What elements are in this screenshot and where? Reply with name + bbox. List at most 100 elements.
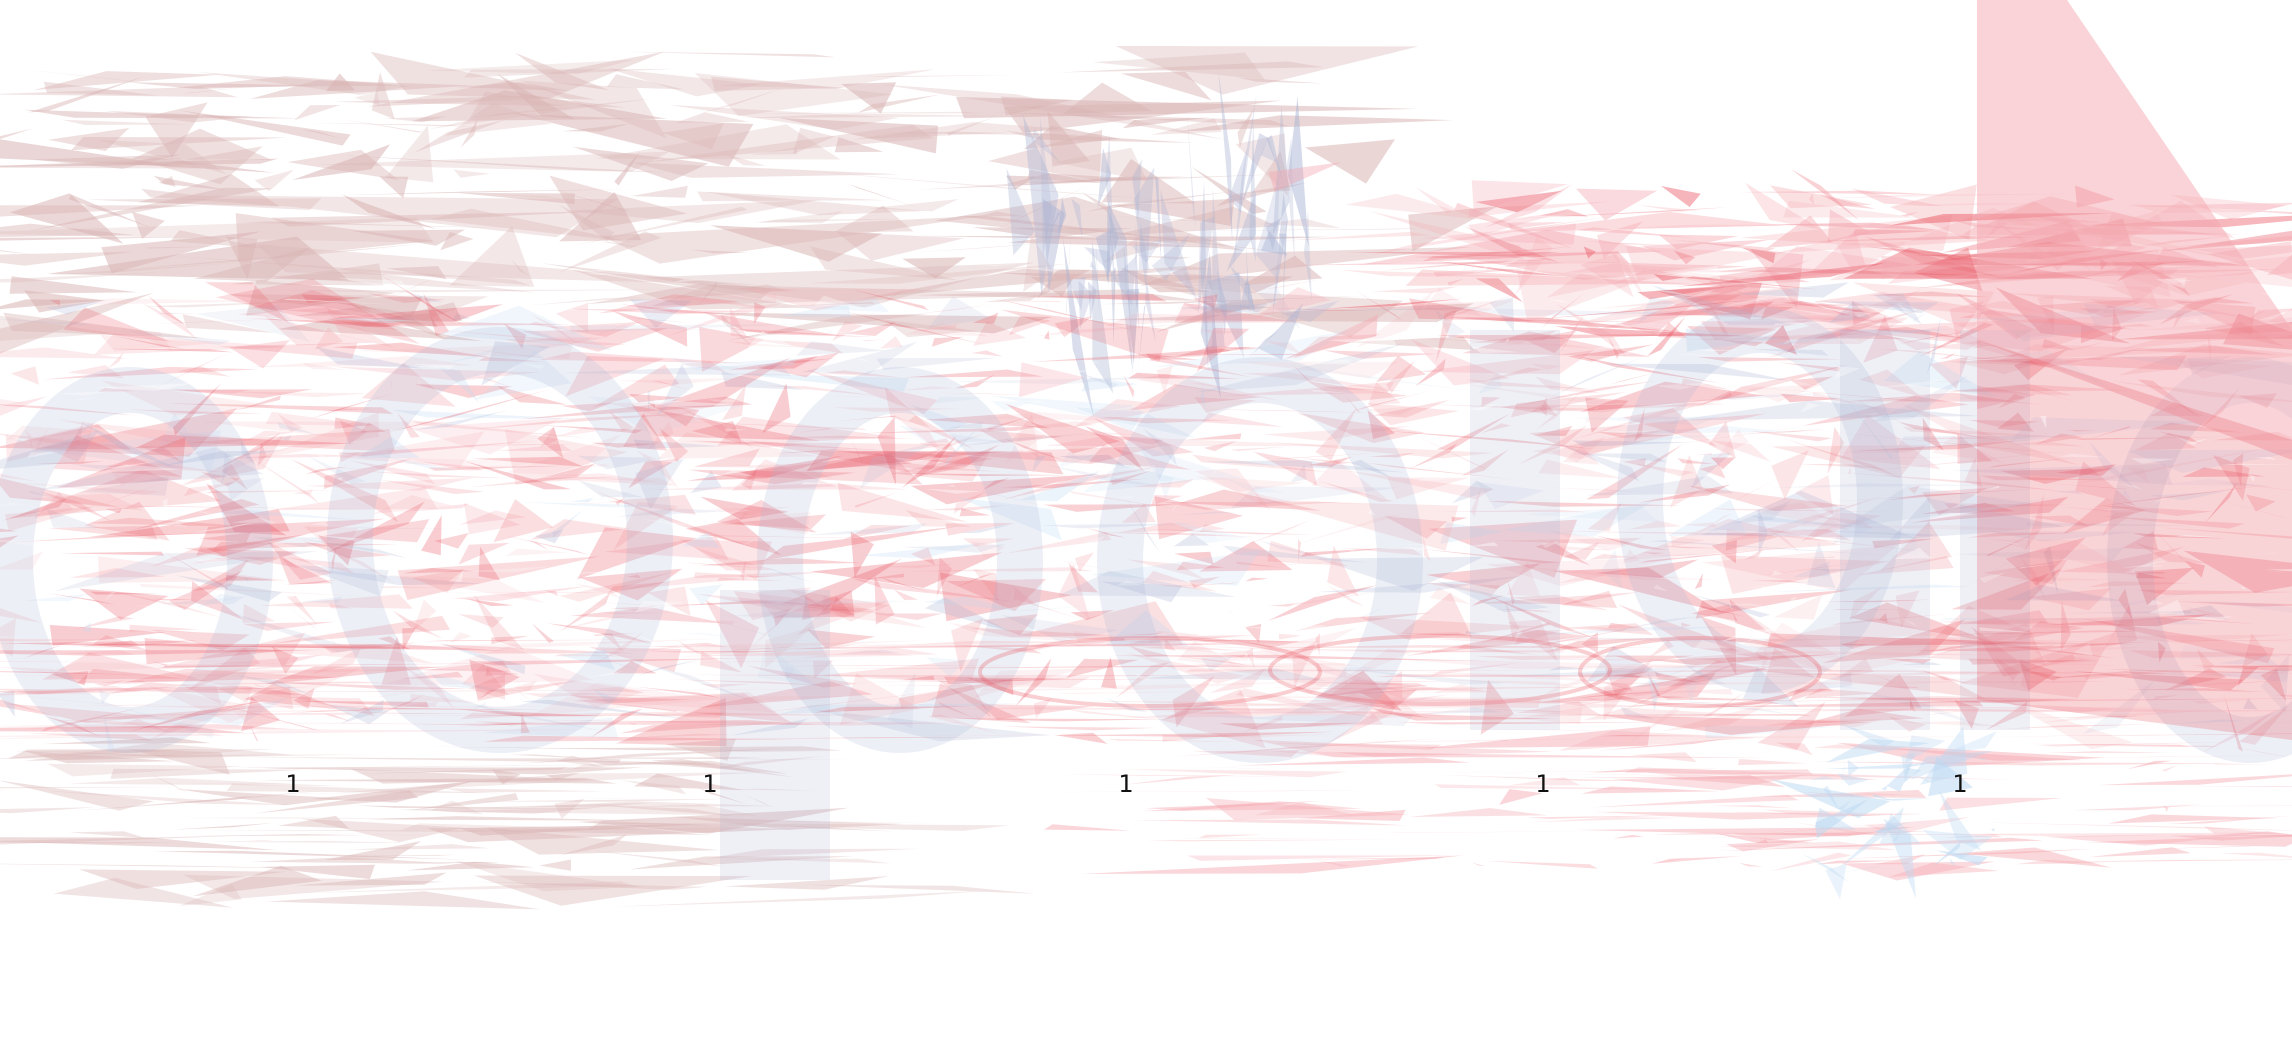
edge-streak [814,706,972,713]
band-shard [265,411,376,427]
band-shard [1105,610,1190,647]
rose-shard [24,290,105,313]
band-shard [1183,303,1203,311]
band-shard [304,526,358,560]
lavender-spike [1097,147,1112,208]
band-shard [691,421,742,444]
band-shard [902,544,1006,553]
band-shard [2058,546,2185,574]
rose-shard [250,80,474,99]
edge-streak [1682,701,1780,708]
band-shard [697,681,873,708]
band-shard [679,539,772,581]
band-shard [2239,705,2290,745]
band-shard [646,402,671,414]
rose-shard [1121,71,1212,101]
band-shard [2007,417,2201,443]
highlight-shard [2142,559,2171,567]
rose-shard [1055,147,1148,182]
number-label-2: 1 [702,770,718,798]
band-shard [118,505,393,510]
band-shard [190,558,249,564]
band-shard [397,556,600,600]
band-shard [1681,378,1731,390]
band-shard [1998,393,2026,409]
rose-shard [86,198,322,210]
band-shard [1085,426,1145,472]
band-shard [1417,350,1594,375]
blue-lower-shard [1879,813,1921,844]
band-shard [491,635,530,645]
band-shard [1710,457,1736,470]
band-shard [199,532,251,543]
band-shard [685,518,782,556]
band-shard [1895,329,1979,345]
highlight-shard [1593,407,1599,411]
band-shard [860,442,934,489]
pink-upper-shard [1637,285,1737,300]
band-shard [1959,632,2114,698]
band-shard [482,717,619,739]
lavender-spike [1065,215,1072,317]
rose-shard [564,199,821,223]
band-shard [539,351,743,364]
band-shard [144,638,283,665]
band-shard [474,704,611,733]
band-shard [1481,367,1544,382]
pink-upper-shard [1576,188,1657,221]
pink-upper-shard [1684,276,1821,290]
band-shard [1752,617,1940,644]
edge-streak [1492,738,1692,740]
band-shard [874,575,895,625]
band-shard [241,696,281,732]
band-shard [1507,619,1559,662]
highlight-shard [1859,413,1880,416]
band-shard [531,519,630,540]
band-shard [2047,614,2212,627]
rose-shard [1216,182,1308,207]
band-shard [1203,460,1405,473]
highlight-shard [1749,336,1766,339]
edge-streak [0,690,119,695]
band-shard [323,458,412,490]
rose-lower-shard [539,859,571,871]
edge-streak [0,671,162,676]
band-shard [762,383,791,433]
band-shard [2134,432,2197,451]
rose-lower-shard [407,793,519,811]
band-shard [1005,532,1112,554]
rose-shard [153,175,229,191]
band-shard [887,672,916,729]
band-shard [1470,485,1482,517]
pink-lower-shard [1816,860,1899,865]
band-shard [1622,408,1717,447]
pink-lower-shard [2185,786,2292,787]
lavender-spike [1282,214,1288,330]
edge-streak [2128,650,2292,658]
pink-lower-shard [2073,804,2204,811]
pink-lower-shard [1624,767,2013,780]
band-shard [323,519,430,543]
rose-lower-shard [725,788,818,791]
highlight-shard [707,399,795,403]
band-shard [21,643,66,660]
band-shard [931,336,964,347]
band-shard [1844,392,2016,402]
band-shard [152,598,196,601]
band-shard [1900,403,2080,466]
pink-upper-shard [1690,277,1747,304]
rose-shard [1252,151,1291,193]
band-shard [289,696,375,716]
rose-shard [333,95,626,108]
band-shard [865,573,904,579]
rose-lower-shard [190,834,365,837]
rose-lower-shard [609,890,988,907]
edge-streak [1377,674,1829,677]
band-shard [1931,435,2004,463]
band-shard [2135,542,2207,564]
rose-shard [33,71,220,91]
edge-streak [0,649,325,656]
highlight-shard [192,558,231,564]
band-shard [948,421,983,429]
ghost-letter-ring [0,367,273,753]
